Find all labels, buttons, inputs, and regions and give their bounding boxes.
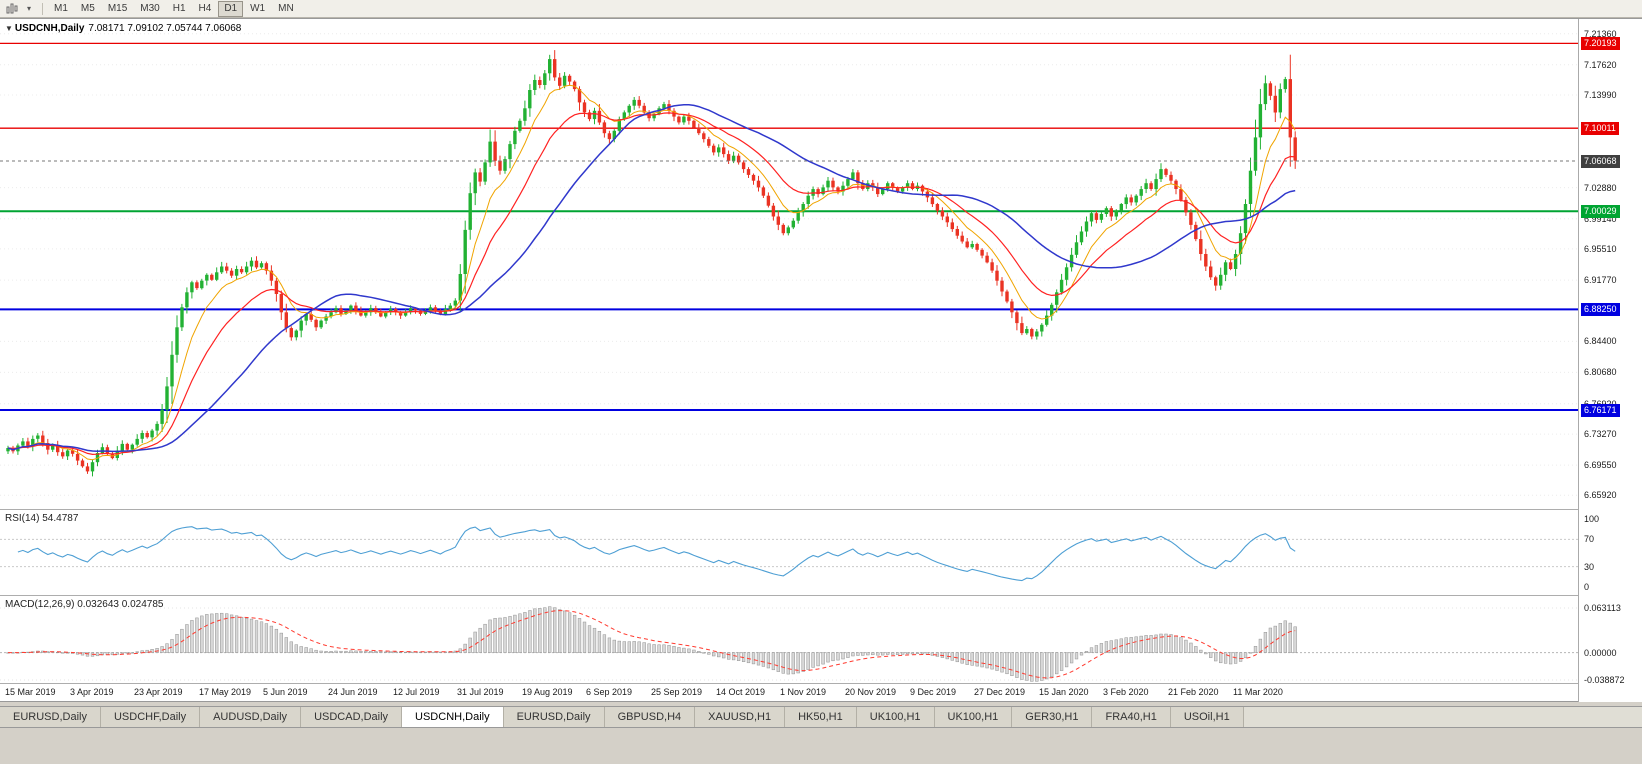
price-tick: 6.73270 — [1584, 429, 1617, 439]
price-tick: 7.02880 — [1584, 183, 1617, 193]
timeframe-button-w1[interactable]: W1 — [250, 2, 266, 14]
price-tick: 6.95510 — [1584, 244, 1617, 254]
price-tick: 30 — [1584, 562, 1595, 572]
chart-tab-eurusd-daily[interactable]: EURUSD,Daily — [0, 707, 101, 727]
date-label: 15 Mar 2019 — [5, 687, 56, 697]
chart-tab-fra40-h1[interactable]: FRA40,H1 — [1092, 707, 1171, 727]
date-label: 6 Sep 2019 — [586, 687, 633, 697]
macd-label: MACD(12,26,9) 0.032643 0.024785 — [5, 599, 164, 610]
timeframe-button-m30[interactable]: M30 — [140, 2, 160, 14]
price-badge-support: 6.76171 — [1581, 404, 1620, 417]
date-label: 5 Jun 2019 — [263, 687, 308, 697]
price-tick: 0.00000 — [1584, 648, 1617, 658]
price-axis[interactable]: 7.21360 7.17620 7.13990 7.02880 6.99140 6.955… — [1578, 19, 1642, 702]
date-label: 24 Jun 2019 — [328, 687, 378, 697]
price-tick: 70 — [1584, 534, 1595, 544]
candlestick-chart[interactable] — [0, 19, 1578, 509]
chart-dropdown-icon[interactable]: ▾ — [26, 4, 31, 13]
chart-tab-hk50-h1[interactable]: HK50,H1 — [785, 707, 857, 727]
timeframe-buttons: M1 M5 M15 M30 H1 H4 D1 W1 MN — [48, 0, 300, 17]
price-tick: 7.13990 — [1584, 90, 1617, 100]
chart-tab-gbpusd-h4[interactable]: GBPUSD,H4 — [604, 707, 696, 727]
rsi-indicator-pane[interactable] — [0, 510, 1578, 595]
timeframe-button-m5[interactable]: M5 — [80, 2, 95, 14]
chart-tab-ger30-h1[interactable]: GER30,H1 — [1012, 707, 1093, 727]
time-axis[interactable]: 15 Mar 2019 3 Apr 2019 23 Apr 2019 17 May 2… — [0, 684, 1578, 702]
price-badge-current-price: 7.06068 — [1581, 155, 1620, 168]
chart-symbol-label: USDCNH,Daily — [14, 23, 85, 34]
price-tick: 6.69550 — [1584, 460, 1617, 470]
chart-tabs-bar: EURUSD,Daily USDCHF,Daily AUDUSD,Daily USDC… — [0, 706, 1642, 728]
date-label: 27 Dec 2019 — [974, 687, 1026, 697]
price-tick: 0 — [1584, 582, 1590, 592]
pane-divider[interactable] — [0, 509, 1642, 510]
chart-tab-usdcad-daily[interactable]: USDCAD,Daily — [301, 707, 403, 727]
date-label: 23 Apr 2019 — [134, 687, 183, 697]
price-tick: 6.65920 — [1584, 490, 1617, 500]
date-label: 31 Jul 2019 — [457, 687, 504, 697]
date-label: 14 Oct 2019 — [716, 687, 766, 697]
timeframe-button-m15[interactable]: M15 — [107, 2, 128, 14]
chart-ohlc-values: 7.08171 7.09102 7.05744 7.06068 — [88, 23, 242, 34]
date-label: 1 Nov 2019 — [780, 687, 827, 697]
date-label: 12 Jul 2019 — [393, 687, 440, 697]
date-label: 20 Nov 2019 — [845, 687, 897, 697]
date-label: 9 Dec 2019 — [910, 687, 957, 697]
date-label: 19 Aug 2019 — [522, 687, 573, 697]
date-label: 3 Feb 2020 — [1103, 687, 1149, 697]
chart-tab-uk100-h1[interactable]: UK100,H1 — [934, 707, 1013, 727]
symbol-menu-icon[interactable]: ▼ — [5, 24, 13, 33]
timeframe-button-mn[interactable]: MN — [278, 2, 294, 14]
timeframe-button-d1[interactable]: D1 — [218, 0, 244, 17]
pane-divider — [0, 683, 1642, 684]
price-tick: 7.17620 — [1584, 60, 1617, 70]
chart-window[interactable]: ▼ USDCNH,Daily 7.08171 7.09102 7.05744 7.0… — [0, 18, 1642, 702]
date-label: 3 Apr 2019 — [70, 687, 114, 697]
price-tick: 6.99140 — [1584, 214, 1617, 224]
chart-tab-usdchf-daily[interactable]: USDCHF,Daily — [100, 707, 201, 727]
date-label: 11 Mar 2020 — [1233, 687, 1283, 697]
chart-tab-xauusd-h1[interactable]: XAUUSD,H1 — [695, 707, 786, 727]
price-tick: 6.91770 — [1584, 275, 1617, 285]
chart-tab-usdcnh-daily[interactable]: USDCNH,Daily — [402, 707, 504, 727]
chart-tab-uk100-h1[interactable]: UK100,H1 — [856, 707, 935, 727]
rsi-label: RSI(14) 54.4787 — [5, 513, 79, 524]
price-tick: -0.038872 — [1584, 675, 1625, 685]
timeframe-button-m1[interactable]: M1 — [54, 2, 68, 14]
toolbar-separator — [42, 2, 43, 15]
date-label: 15 Jan 2020 — [1039, 687, 1089, 697]
price-badge-resistance: 7.20193 — [1581, 37, 1620, 50]
price-tick: 100 — [1584, 514, 1600, 524]
date-label: 25 Sep 2019 — [651, 687, 703, 697]
pane-divider[interactable] — [0, 595, 1642, 596]
timeframe-toolbar: ▾ M1 M5 M15 M30 H1 H4 D1 W1 MN — [0, 0, 1642, 18]
date-label: 21 Feb 2020 — [1168, 687, 1219, 697]
timeframe-button-h1[interactable]: H1 — [172, 2, 186, 14]
macd-indicator-pane[interactable] — [0, 596, 1578, 683]
date-label: 17 May 2019 — [199, 687, 252, 697]
chart-tab-usoil-h1[interactable]: USOil,H1 — [1170, 707, 1244, 727]
timeframe-button-h4[interactable]: H4 — [198, 2, 212, 14]
chart-info-line: ▼ USDCNH,Daily 7.08171 7.09102 7.05744 7.0… — [5, 23, 241, 34]
price-badge-support: 6.88250 — [1581, 303, 1620, 316]
chart-tab-audusd-daily[interactable]: AUDUSD,Daily — [200, 707, 302, 727]
price-badge-support: 7.00029 — [1581, 205, 1620, 218]
chart-icon[interactable] — [4, 2, 20, 16]
price-tick: 6.80680 — [1584, 367, 1617, 377]
price-tick: 6.84400 — [1584, 336, 1617, 346]
price-tick: 7.21360 — [1584, 29, 1617, 39]
price-tick: 0.063113 — [1584, 603, 1621, 613]
price-badge-resistance: 7.10011 — [1581, 122, 1619, 135]
chart-tab-eurusd-daily[interactable]: EURUSD,Daily — [503, 707, 605, 727]
